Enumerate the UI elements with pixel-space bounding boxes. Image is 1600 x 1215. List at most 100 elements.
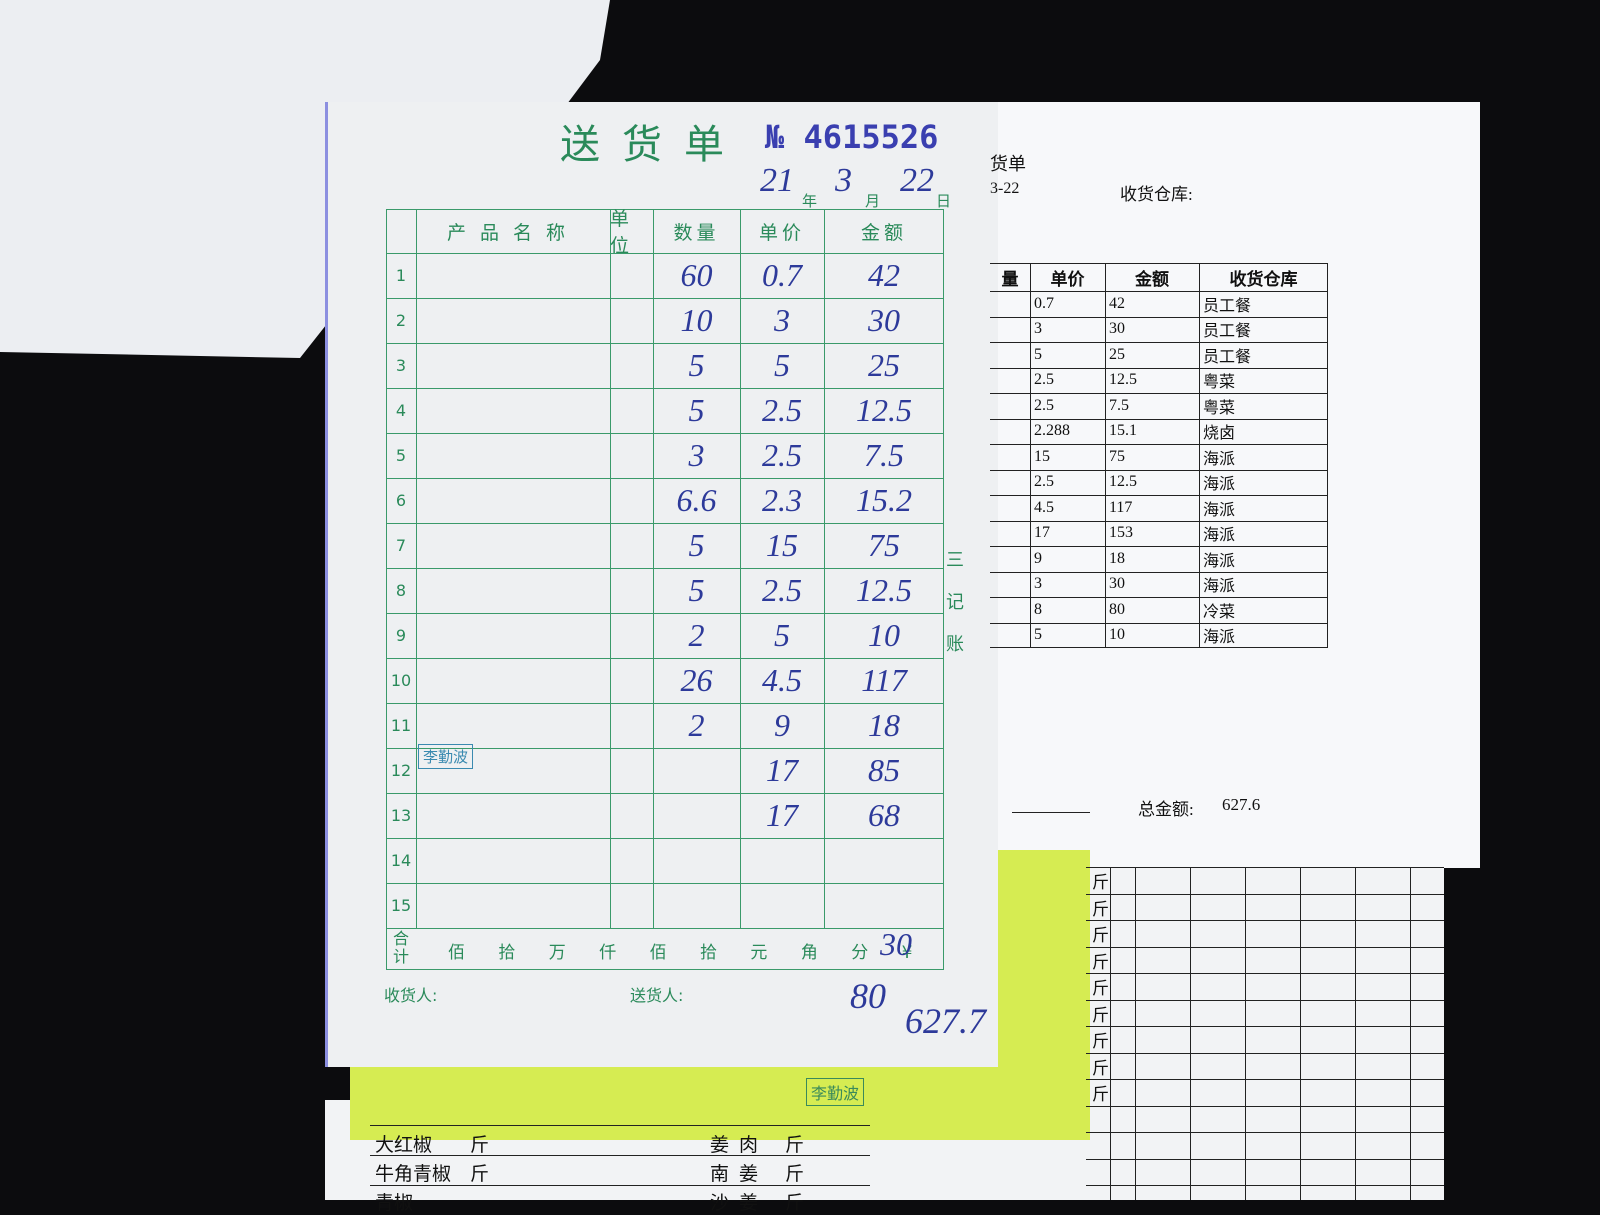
sheet-cell: 海派 [1203, 578, 1236, 596]
unit-cell: 斤 [1092, 952, 1109, 972]
folded-paper [0, 0, 610, 358]
total-units: 佰 拾 万 仟 佰 拾 元 角 分 ¥ [448, 943, 927, 963]
unit-cell: 斤 [1092, 899, 1109, 919]
rule-line [386, 343, 944, 344]
rule-line [1086, 920, 1444, 921]
price: 2.5 [762, 572, 802, 608]
rule-line [990, 571, 1328, 573]
sheet-cell: 冷菜 [1203, 603, 1236, 621]
rule-line [990, 597, 1328, 598]
item-cell: 斤 [470, 1135, 490, 1156]
unit-cell: 斤 [1092, 1032, 1109, 1051]
sheet-cell: 30 [1109, 575, 1125, 593]
rule-line [1086, 1185, 1444, 1186]
sheet-cell: 80 [1109, 600, 1125, 618]
item-cell: 斤 [785, 1135, 805, 1156]
rule-line [1300, 867, 1301, 1200]
sheet-cell: 2.5 [1034, 473, 1054, 491]
rule-line [1012, 812, 1090, 813]
rule-line [370, 1185, 870, 1186]
side-text: 三 记 账 [946, 550, 964, 655]
amount: 7.5 [864, 437, 904, 473]
row-number: 7 [395, 536, 407, 555]
rule-line [990, 263, 1328, 648]
rule-line [386, 523, 944, 524]
sheet-cell: 117 [1109, 498, 1133, 516]
sheet-cell: 10 [1109, 626, 1125, 644]
rule-line [386, 928, 944, 929]
price: 0.7 [762, 257, 802, 293]
sheet-cell: 5 [1034, 345, 1042, 363]
amount: 12.5 [856, 392, 912, 428]
sheet-total-label: 总金额: [1138, 800, 1194, 819]
quantity: 5 [688, 572, 705, 608]
unit-cell: 斤 [1092, 1005, 1109, 1025]
unit-cell: 斤 [1092, 979, 1109, 998]
rule-line [1105, 263, 1106, 648]
column-header: 金额 [860, 221, 907, 244]
row-number: 1 [395, 266, 407, 285]
row-number: 4 [395, 401, 407, 420]
sheet-cell: 粤菜 [1203, 399, 1236, 417]
sender-label: 送货人: [630, 986, 684, 1005]
rule-line [386, 298, 944, 299]
date-part: 年 [802, 192, 818, 210]
quantity: 6.6 [676, 482, 717, 518]
receipt [325, 102, 998, 1067]
row-number: 10 [390, 671, 412, 690]
quantity [653, 793, 740, 838]
stamp: 李勤波 [806, 1078, 865, 1106]
amount: 15.2 [856, 482, 912, 518]
column-header: 单位 [610, 208, 634, 257]
price: 2.3 [762, 482, 802, 518]
price [740, 883, 824, 928]
date-part: 日 [936, 192, 952, 210]
row-number: 15 [390, 896, 412, 915]
item-cell: 青椒 [375, 1193, 414, 1214]
sheet-cell: 2.288 [1034, 422, 1070, 440]
quantity: 5 [688, 527, 705, 563]
rule-line [386, 613, 944, 614]
rule-line [386, 793, 944, 794]
rule-line [1030, 263, 1031, 648]
row-number: 14 [390, 851, 412, 870]
sheet-header: 收货仓库 [1229, 269, 1298, 289]
grid-sheet [1086, 867, 1444, 1200]
rule-line [386, 478, 944, 479]
rule-line [370, 1155, 870, 1156]
item-cell: 沙姜 [710, 1193, 769, 1214]
sheet-cell: 15 [1034, 447, 1050, 465]
rule-line [386, 253, 944, 254]
item-cell: 南姜 [710, 1164, 769, 1185]
unit-cell: 斤 [1092, 1085, 1109, 1104]
price: 3 [774, 302, 790, 338]
amount: 18 [868, 707, 900, 743]
rule-line [1086, 1026, 1444, 1027]
rule-line [990, 520, 1328, 522]
sheet-cell: 3 [1034, 575, 1042, 593]
sheet-cell: 员工餐 [1203, 323, 1252, 341]
column-header: 数量 [673, 221, 720, 244]
printed-sheet [990, 102, 1480, 868]
quantity [653, 748, 740, 793]
sheet-cell: 5 [1034, 626, 1042, 644]
rule-line [1190, 867, 1191, 1200]
price: 4.5 [762, 662, 802, 698]
receipt-title: 送货单 [560, 122, 746, 168]
rule-line [1355, 867, 1356, 1200]
rule-line [386, 748, 944, 749]
amount: 30 [868, 302, 900, 338]
rule-line [990, 495, 1328, 496]
row-number: 2 [395, 311, 407, 330]
amount: 10 [868, 617, 900, 653]
date-part: 21 [760, 162, 794, 199]
rule-line [990, 342, 1328, 343]
row-number: 8 [395, 581, 407, 600]
sheet-cell: 12.5 [1109, 371, 1137, 389]
price: 15 [766, 527, 798, 563]
column-header: 单价 [758, 221, 805, 244]
price: 2.5 [762, 437, 802, 473]
rule-line [1199, 263, 1200, 648]
total-label: 合计 [392, 929, 409, 966]
sheet-header: 量 [1001, 269, 1019, 289]
